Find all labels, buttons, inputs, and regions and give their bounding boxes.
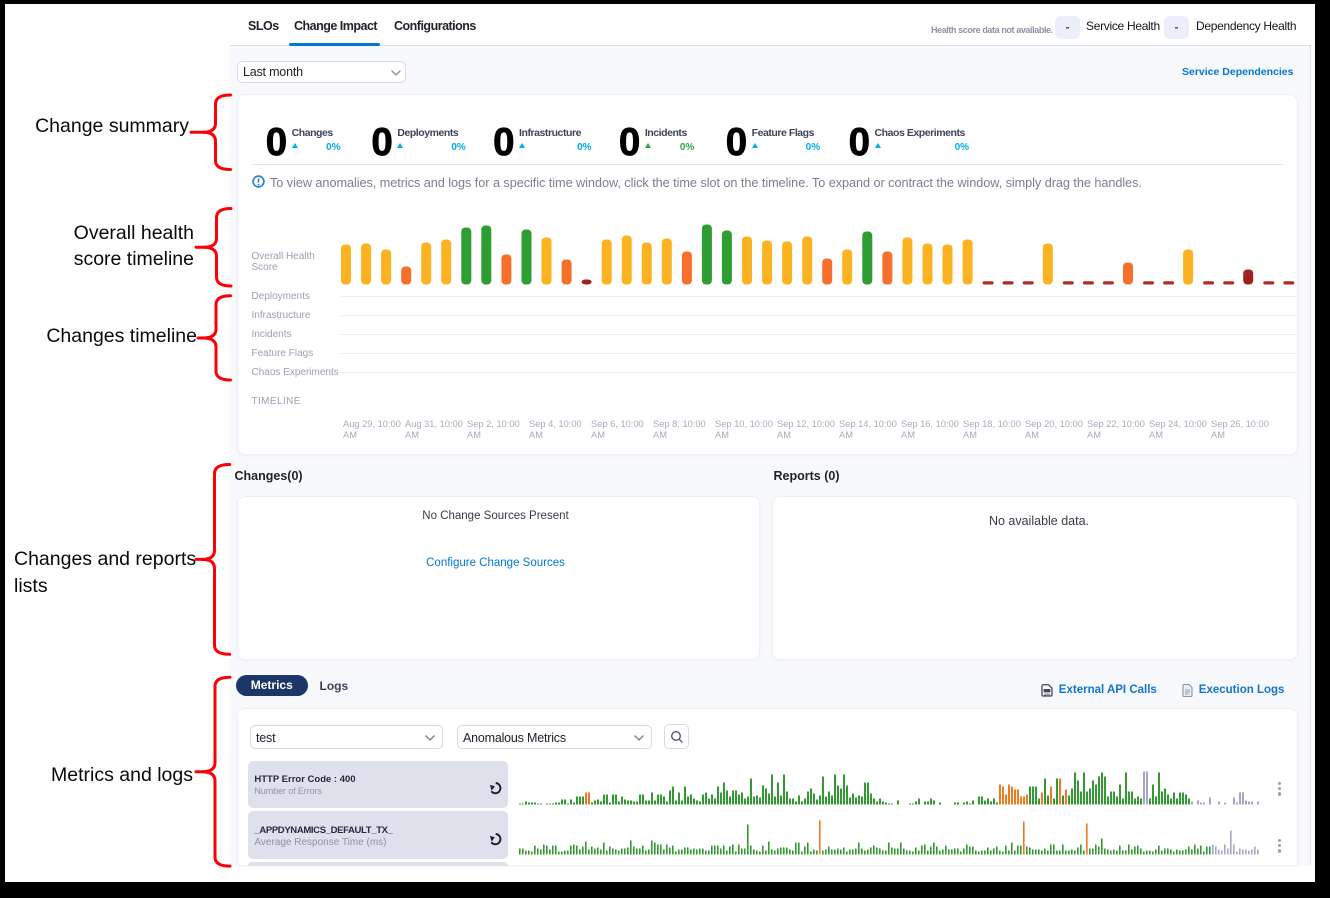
svg-text:API: API (1044, 693, 1050, 697)
